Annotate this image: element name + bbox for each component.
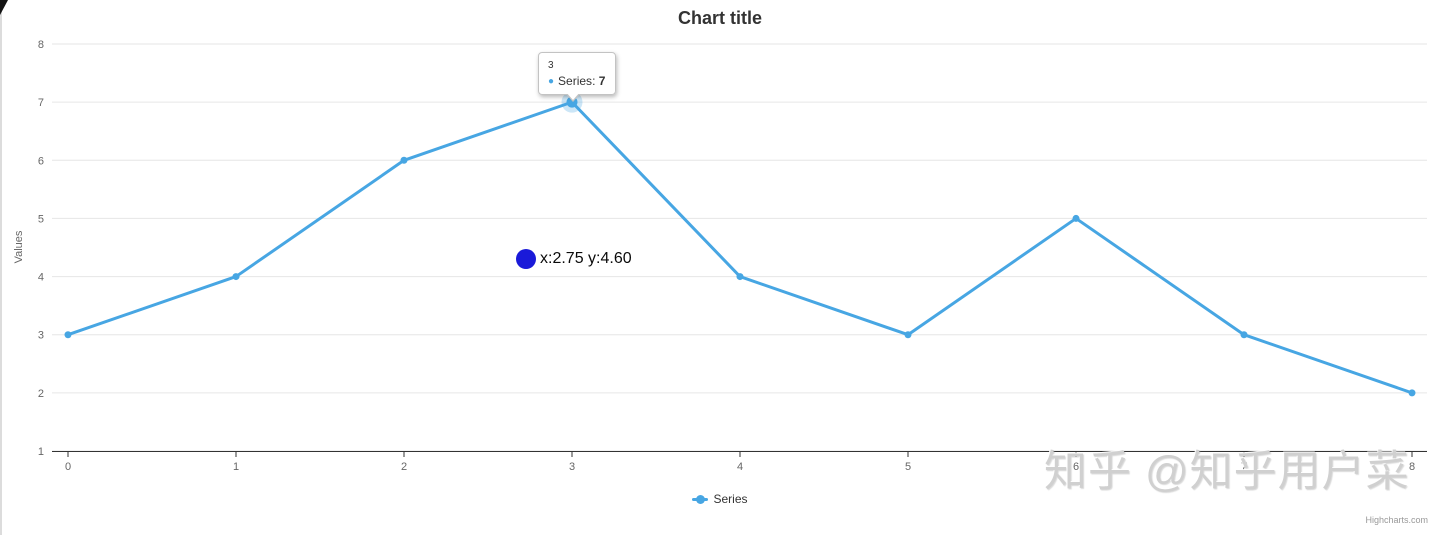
x-axis-label: 2 <box>401 461 407 473</box>
series-line[interactable] <box>66 100 1414 395</box>
tooltip-arrow-fill-icon <box>566 92 580 100</box>
x-axis-label: 1 <box>233 461 239 473</box>
x-axis-label: 0 <box>65 461 71 473</box>
data-point-5[interactable] <box>904 331 912 339</box>
y-axis-label: 7 <box>38 97 44 109</box>
y-axis-label: 8 <box>38 39 44 51</box>
data-point-2[interactable] <box>400 156 408 164</box>
chart-title: Chart title <box>677 8 762 28</box>
y-axis-label: 5 <box>38 213 44 225</box>
legend-series-label[interactable]: Series <box>713 492 748 506</box>
zhihu-watermark: 知乎 @知乎用户菜 <box>1044 448 1410 496</box>
data-point-1[interactable] <box>232 273 240 281</box>
cursor-position-annotation: x:2.75 y:4.60 <box>516 249 632 269</box>
data-point-0[interactable] <box>64 331 72 339</box>
x-axis-label: 3 <box>569 461 575 473</box>
y-axis-label: 2 <box>38 388 44 400</box>
tooltip-series-marker-icon: ● <box>548 76 555 87</box>
tooltip-x-value: 3 <box>548 60 554 71</box>
x-axis-label: 5 <box>905 461 911 473</box>
legend-series-symbol-icon <box>692 494 709 504</box>
y-axis-title: Values <box>13 230 25 263</box>
y-axis-label: 3 <box>38 330 44 342</box>
x-axis-label: 6 <box>1073 461 1079 473</box>
y-axis-label: 6 <box>38 155 44 167</box>
tooltip-separator: : <box>592 74 599 88</box>
tooltip-series-value: 7 <box>598 74 606 88</box>
x-axis-label: 4 <box>737 461 743 473</box>
data-point-4[interactable] <box>736 273 744 281</box>
data-point-8[interactable] <box>1408 389 1416 397</box>
tooltip-series-label: Series <box>558 74 593 88</box>
data-point-7[interactable] <box>1240 331 1248 339</box>
tooltip: 3 ● Series: 7 <box>538 52 617 102</box>
cursor-dot-icon <box>516 249 536 269</box>
legend[interactable]: Series <box>0 492 1440 506</box>
y-axis-label: 4 <box>38 272 44 284</box>
tooltip-body: ● Series: 7 <box>548 74 605 88</box>
top-left-corner-mark <box>0 0 8 15</box>
data-point-6[interactable] <box>1072 214 1080 222</box>
highcharts-credits-link[interactable]: Highcharts.com <box>1365 515 1428 525</box>
page-left-edge-line <box>0 0 2 535</box>
y-axis-label: 1 <box>38 446 44 458</box>
cursor-coordinates-label: x:2.75 y:4.60 <box>540 250 632 267</box>
x-axis-label: 8 <box>1409 461 1415 473</box>
legend-dot-icon <box>696 494 706 504</box>
x-axis-label: 7 <box>1241 461 1247 473</box>
